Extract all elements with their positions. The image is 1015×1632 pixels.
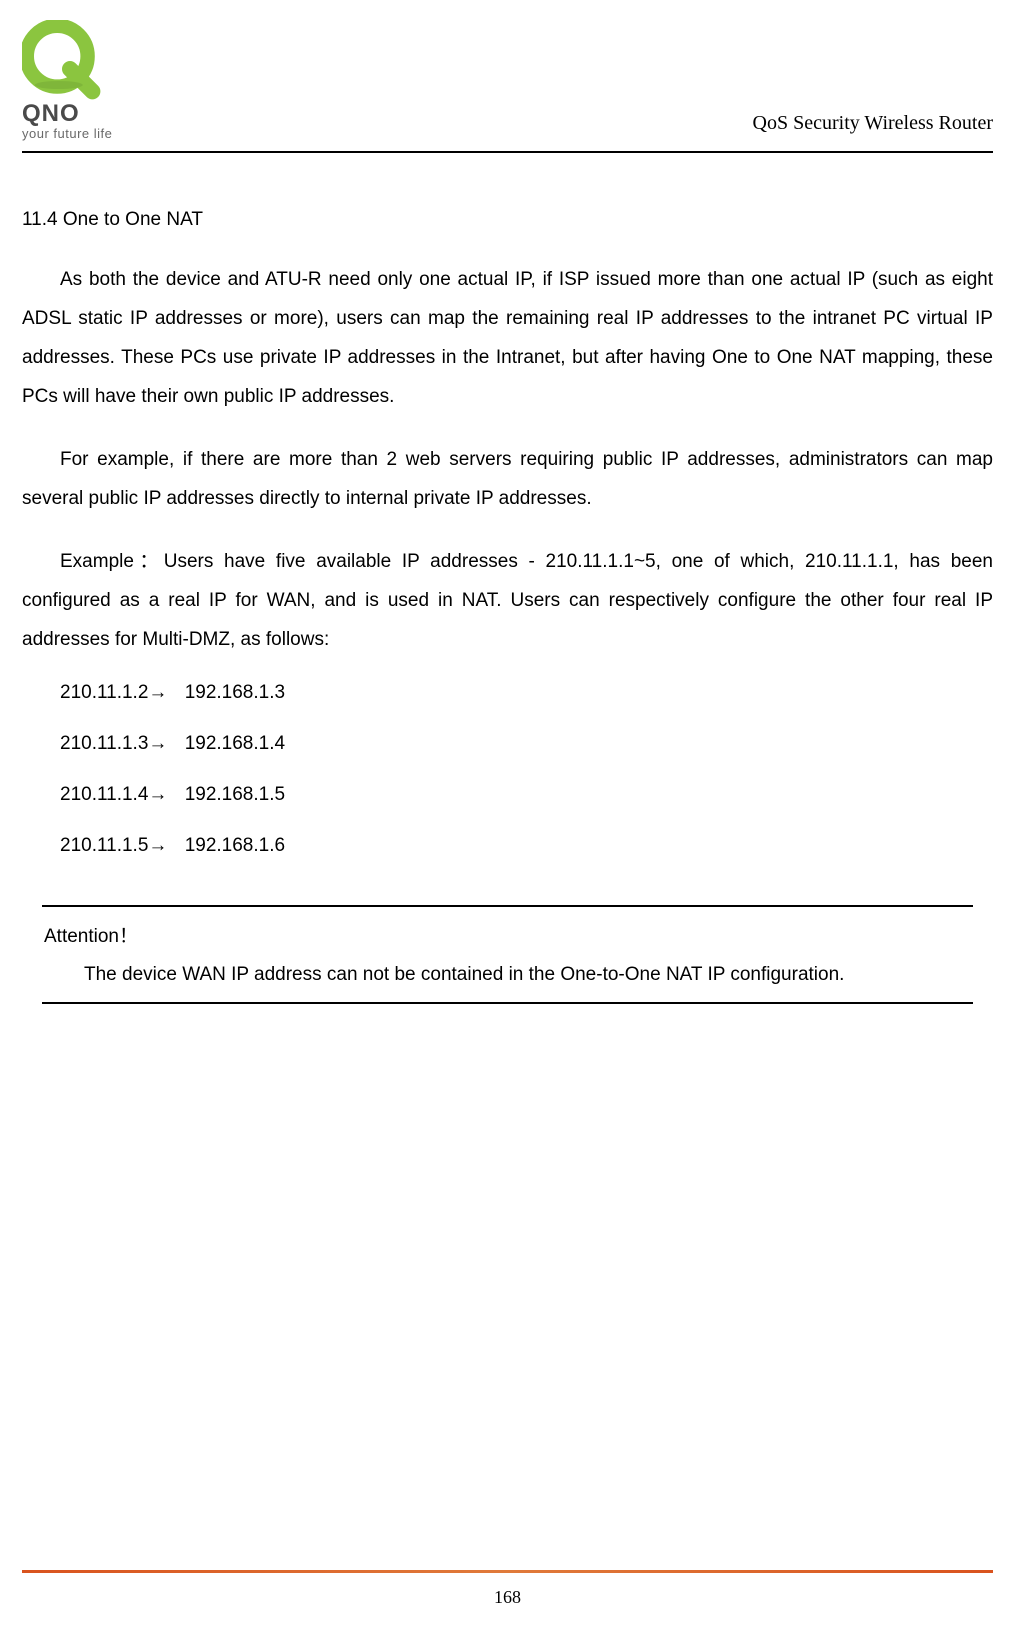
qno-logo-icon (22, 20, 102, 102)
page-content: 11.4 One to One NAT As both the device a… (22, 153, 993, 1004)
brand-name: QNO (22, 100, 80, 128)
private-ip: 192.168.1.5 (185, 785, 285, 804)
public-ip: 210.11.1.3 (60, 734, 148, 753)
paragraph-intro: As both the device and ATU-R need only o… (22, 261, 993, 417)
attention-label: Attention！ (42, 921, 973, 948)
section-heading: 11.4 One to One NAT (22, 209, 993, 231)
ip-mapping-list: 210.11.1.2→ 192.168.1.3 210.11.1.3→ 192.… (22, 683, 993, 855)
ip-mapping-row: 210.11.1.4→ 192.168.1.5 (60, 785, 993, 804)
ip-mapping-row: 210.11.1.3→ 192.168.1.4 (60, 734, 993, 753)
public-ip: 210.11.1.4 (60, 785, 148, 804)
attention-callout: Attention！ The device WAN IP address can… (42, 905, 973, 1004)
public-ip: 210.11.1.5 (60, 836, 148, 855)
private-ip: 192.168.1.6 (185, 836, 285, 855)
ip-mapping-row: 210.11.1.5→ 192.168.1.6 (60, 836, 993, 855)
page-number: 168 (0, 1573, 1015, 1632)
ip-mapping-row: 210.11.1.2→ 192.168.1.3 (60, 683, 993, 702)
arrow-icon: → (148, 683, 167, 702)
logo-block: QNO your future life (22, 20, 112, 141)
arrow-icon: → (148, 785, 167, 804)
arrow-icon: → (148, 734, 167, 753)
private-ip: 192.168.1.3 (185, 683, 285, 702)
attention-text: The device WAN IP address can not be con… (42, 964, 973, 986)
brand-tagline: your future life (22, 126, 112, 141)
page-footer: 168 (0, 1570, 1015, 1632)
page-header: QNO your future life QoS Security Wirele… (22, 20, 993, 153)
paragraph-example-intro: For example, if there are more than 2 we… (22, 441, 993, 519)
public-ip: 210.11.1.2 (60, 683, 148, 702)
paragraph-example-detail: Example：Users have five available IP add… (22, 543, 993, 660)
private-ip: 192.168.1.4 (185, 734, 285, 753)
document-page: QNO your future life QoS Security Wirele… (0, 0, 1015, 1632)
document-title: QoS Security Wireless Router (753, 112, 993, 135)
arrow-icon: → (148, 836, 167, 855)
